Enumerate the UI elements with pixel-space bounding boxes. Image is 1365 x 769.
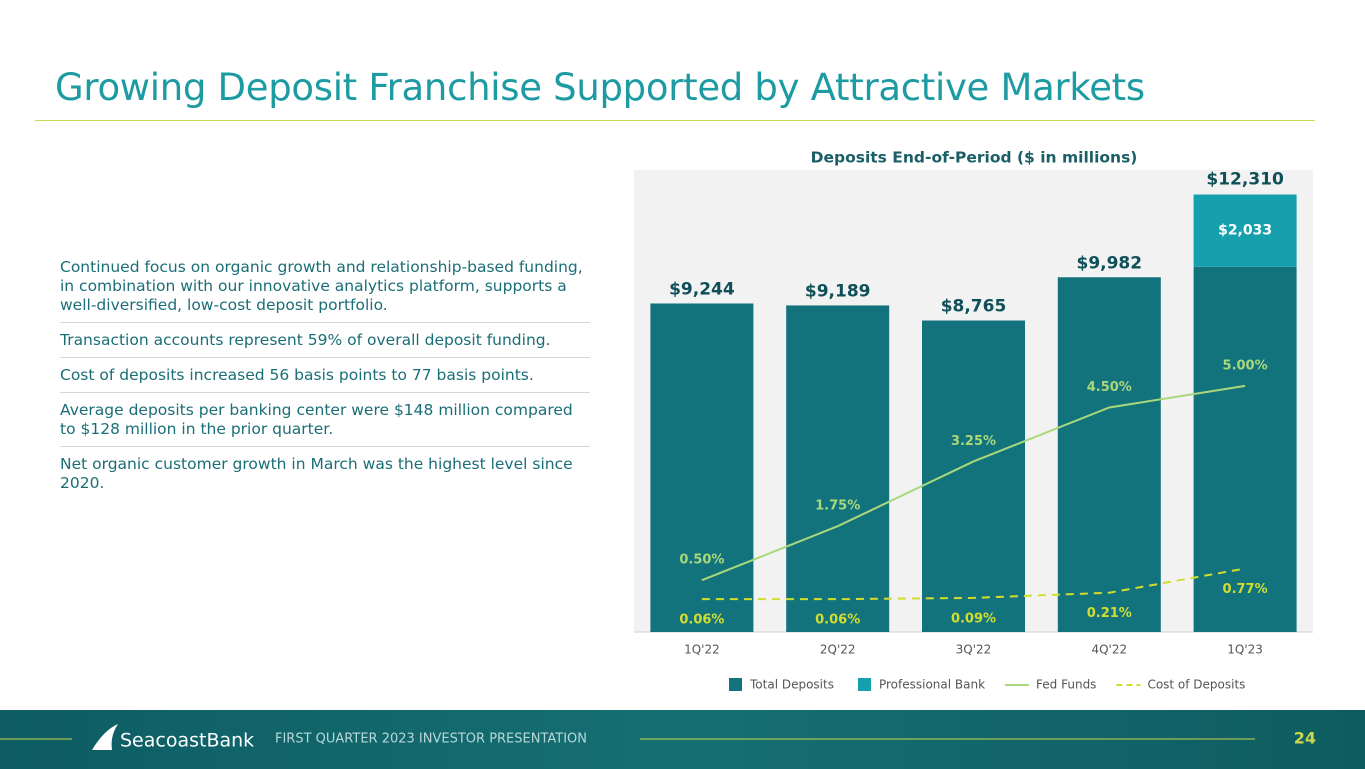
data-label: 1.75% (815, 499, 860, 514)
data-label: $9,982 (1076, 253, 1142, 273)
bar (1193, 266, 1297, 632)
chart: Deposits End-of-Period ($ in millions) 1… (634, 149, 1313, 692)
bar (1193, 194, 1297, 267)
data-label: $8,765 (941, 297, 1007, 317)
page-number: 24 (1294, 729, 1316, 748)
legend-label: Total Deposits (749, 678, 834, 692)
line (701, 384, 1246, 582)
x-tick-label: 4Q'22 (1091, 643, 1127, 657)
bar (650, 303, 754, 632)
footer-graphics: SeacoastBank FIRST QUARTER 2023 INVESTOR… (0, 724, 1316, 752)
legend-swatch (729, 678, 742, 691)
data-label: 0.06% (815, 613, 860, 628)
x-tick-label: 2Q'22 (820, 643, 856, 657)
legend-swatch (857, 678, 871, 691)
stack-total-label: $12,310 (1206, 170, 1284, 190)
chart-title: Deposits End-of-Period ($ in millions) (811, 149, 1138, 167)
data-label: 0.77% (1223, 582, 1268, 597)
bar (1057, 277, 1161, 632)
bullet-list: Continued focus on organic growth and re… (60, 258, 590, 508)
bar (786, 305, 890, 632)
title-rule (35, 120, 1315, 121)
data-label: 0.21% (1087, 606, 1132, 621)
x-tick-label: 3Q'22 (956, 643, 992, 657)
brand: SeacoastBank (120, 730, 254, 752)
bar (922, 320, 1025, 632)
bullet: Cost of deposits increased 56 basis poin… (60, 366, 590, 393)
bullet: Transaction accounts represent 59% of ov… (60, 331, 590, 358)
footer: SeacoastBank FIRST QUARTER 2023 INVESTOR… (0, 710, 1365, 769)
line (701, 567, 1246, 601)
data-label: 4.50% (1087, 380, 1132, 395)
x-tick-label: 1Q'23 (1227, 643, 1263, 657)
bullet: Average deposits per banking center were… (60, 401, 590, 447)
footer-subtitle: FIRST QUARTER 2023 INVESTOR PRESENTATION (275, 732, 587, 747)
x-tick-label: 1Q'22 (684, 643, 720, 657)
legend-label: Professional Bank (879, 678, 985, 692)
data-label: 0.09% (951, 611, 996, 626)
slide-title: Growing Deposit Franchise Supported by A… (55, 66, 1145, 109)
logo-mark (92, 724, 118, 750)
data-label: 5.00% (1223, 358, 1268, 373)
data-label: 0.50% (679, 553, 724, 568)
legend-label: Fed Funds (1036, 678, 1096, 692)
data-label: $9,189 (805, 281, 871, 301)
bullet: Continued focus on organic growth and re… (60, 258, 590, 323)
data-label: $9,244 (669, 279, 735, 299)
legend-label: Cost of Deposits (1147, 678, 1245, 692)
data-label: 3.25% (951, 434, 996, 449)
data-label: 0.06% (679, 613, 724, 628)
data-label: $2,033 (1218, 223, 1272, 239)
bullet: Net organic customer growth in March was… (60, 455, 573, 492)
